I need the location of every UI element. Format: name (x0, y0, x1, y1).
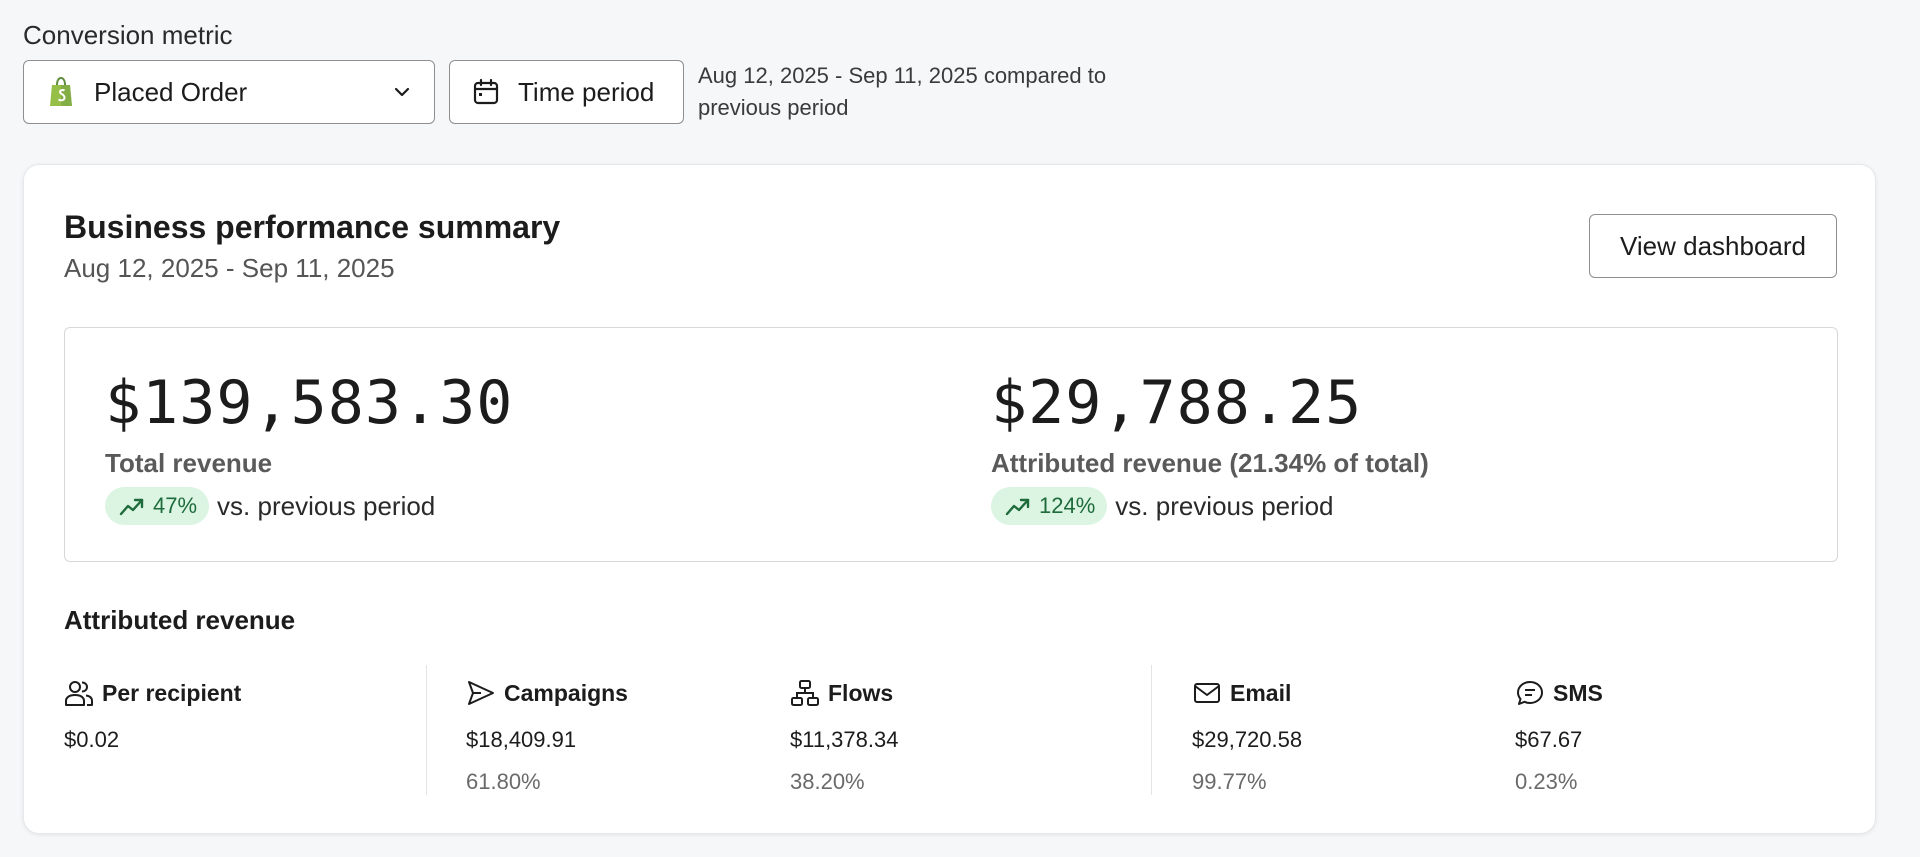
per-recipient-label: Per recipient (102, 679, 242, 706)
divider (1151, 665, 1152, 795)
attributed-revenue-change: 124% vs. previous period (991, 487, 1429, 525)
email-label: Email (1230, 679, 1292, 706)
change-suffix: vs. previous period (217, 490, 436, 521)
campaigns-stat: Campaigns $18,409.91 61.80% (466, 679, 628, 795)
change-suffix: vs. previous period (1115, 490, 1334, 521)
calendar-icon (472, 78, 500, 106)
email-stat: Email $29,720.58 99.77% (1192, 679, 1302, 795)
email-amount: $29,720.58 (1192, 727, 1303, 752)
send-icon (466, 679, 496, 707)
email-percent: 99.77% (1192, 769, 1267, 794)
filter-controls: Placed Order Time period Aug 12, 2025 - … (23, 60, 1168, 124)
kpi-box: $139,583.30 Total revenue 47% vs. previo… (64, 327, 1838, 562)
flows-percent: 38.20% (790, 769, 865, 794)
sms-icon (1515, 679, 1545, 707)
time-period-label: Time period (518, 76, 655, 107)
campaigns-amount: $18,409.91 (466, 727, 577, 752)
total-revenue-label: Total revenue (105, 448, 273, 478)
change-percent: 124% (1039, 493, 1096, 518)
conversion-metric-value: Placed Order (94, 76, 248, 107)
card-title: Business performance summary (64, 209, 561, 245)
change-percent: 47% (153, 493, 198, 518)
total-revenue-value: $139,583.30 (105, 368, 514, 438)
divider (426, 665, 427, 795)
per-recipient-amount: $0.02 (64, 727, 120, 752)
flows-amount: $11,378.34 (790, 727, 899, 752)
change-badge: 47% (105, 487, 210, 525)
people-icon (64, 679, 94, 707)
flows-stat: Flows $11,378.34 38.20% (790, 679, 898, 795)
trend-up-icon (1005, 495, 1031, 517)
campaigns-label: Campaigns (504, 679, 628, 706)
sms-percent: 0.23% (1515, 769, 1578, 794)
trend-up-icon (119, 495, 145, 517)
comparison-period-text: Aug 12, 2025 - Sep 11, 2025 compared to … (698, 63, 1107, 120)
time-period-button[interactable]: Time period (449, 60, 684, 124)
campaigns-percent: 61.80% (466, 769, 541, 794)
business-performance-card: Business performance summary Aug 12, 202… (23, 164, 1876, 834)
per-recipient-stat: Per recipient $0.02 (64, 679, 241, 753)
attributed-revenue-title: Attributed revenue (64, 605, 296, 635)
total-revenue-kpi: $139,583.30 Total revenue 47% vs. previo… (105, 368, 513, 525)
conversion-metric-select[interactable]: Placed Order (23, 60, 435, 124)
card-date-range: Aug 12, 2025 - Sep 11, 2025 (64, 253, 395, 283)
conversion-metric-label: Conversion metric (23, 20, 233, 50)
sms-label: SMS (1553, 679, 1603, 706)
sms-stat: SMS $67.67 0.23% (1515, 679, 1603, 795)
flow-icon (790, 679, 820, 707)
shopify-bag-icon (46, 76, 76, 108)
attributed-revenue-kpi: $29,788.25 Attributed revenue (21.34% of… (991, 368, 1429, 525)
sms-amount: $67.67 (1515, 727, 1583, 752)
mail-icon (1192, 679, 1222, 707)
view-dashboard-button[interactable]: View dashboard (1589, 214, 1837, 278)
total-revenue-change: 47% vs. previous period (105, 487, 513, 525)
change-badge: 124% (991, 487, 1108, 525)
attributed-revenue-value: $29,788.25 (991, 368, 1363, 438)
attributed-revenue-label: Attributed revenue (21.34% of total) (991, 448, 1429, 478)
flows-label: Flows (828, 679, 894, 706)
chevron-down-icon (392, 82, 412, 102)
